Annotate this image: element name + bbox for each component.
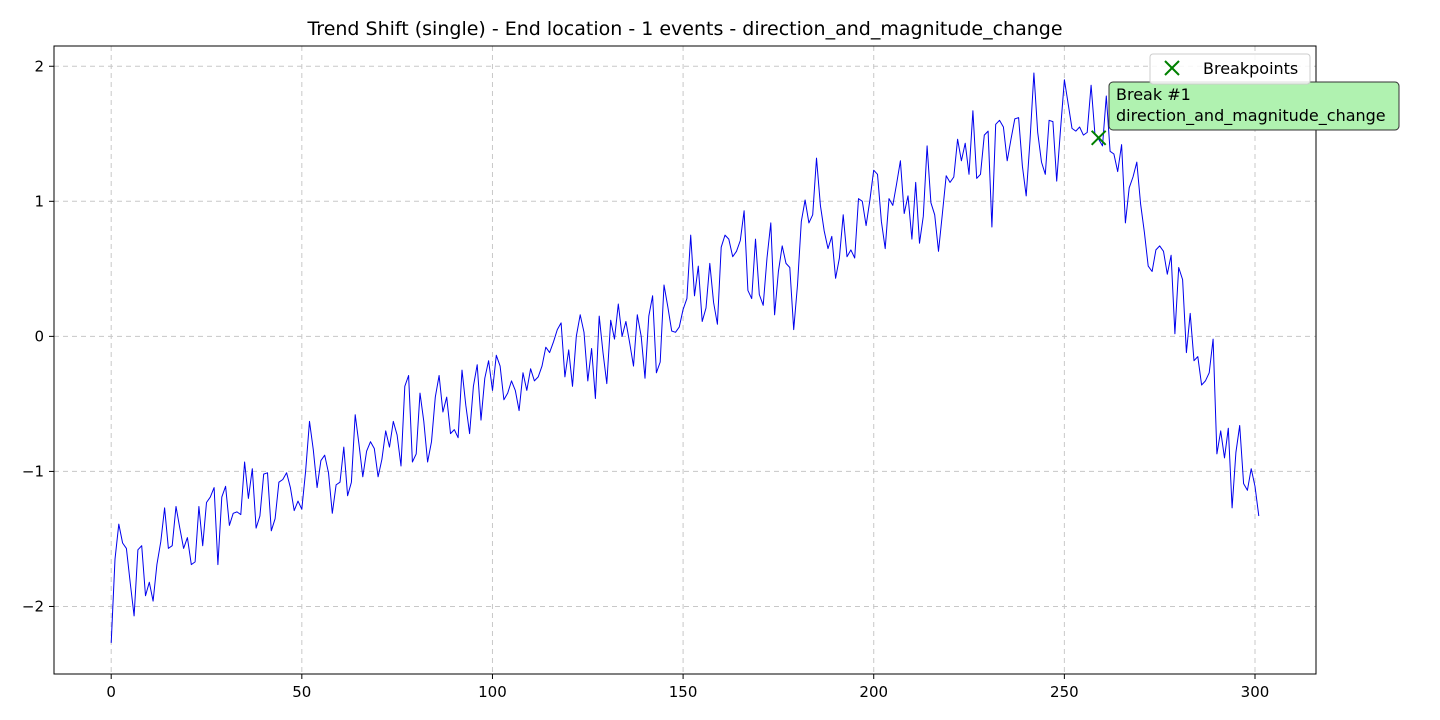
data-series-line <box>110 72 1260 643</box>
legend-box <box>1149 53 1311 85</box>
x-tick-label: 200 <box>859 683 888 701</box>
axes-frame <box>53 45 1317 675</box>
plot-area <box>110 72 1260 643</box>
y-tick-label: 1 <box>34 192 44 210</box>
x-tick-label: 0 <box>106 683 116 701</box>
x-tick-label: 300 <box>1241 683 1270 701</box>
x-axis-ticks: 0 50 100 150 200 250 300 <box>106 674 1269 701</box>
breakpoint-annotation: Break #1 direction_and_magnitude_change <box>1108 81 1400 131</box>
breakpoint-marker <box>1090 130 1107 146</box>
legend-label-breakpoints: Breakpoints <box>1203 59 1298 78</box>
legend-marker-x-icon <box>1164 60 1180 76</box>
chart-title: Trend Shift (single) - End location - 1 … <box>306 18 1062 40</box>
x-tick-label: 50 <box>292 683 311 701</box>
x-tick-label: 100 <box>478 683 507 701</box>
annotation-line-1: Break #1 <box>1116 85 1191 104</box>
y-tick-label: −2 <box>22 597 44 615</box>
x-tick-label: 150 <box>669 683 698 701</box>
legend: Breakpoints <box>1149 53 1311 85</box>
y-tick-label: 0 <box>34 327 44 345</box>
y-tick-label: −1 <box>22 462 44 480</box>
y-tick-label: 2 <box>34 57 44 75</box>
x-tick-label: 250 <box>1050 683 1079 701</box>
grid <box>54 46 1316 674</box>
breakpoint-markers <box>1090 130 1107 146</box>
y-axis-ticks: −2 −1 0 1 2 <box>22 57 54 615</box>
annotation-line-2: direction_and_magnitude_change <box>1116 106 1386 126</box>
